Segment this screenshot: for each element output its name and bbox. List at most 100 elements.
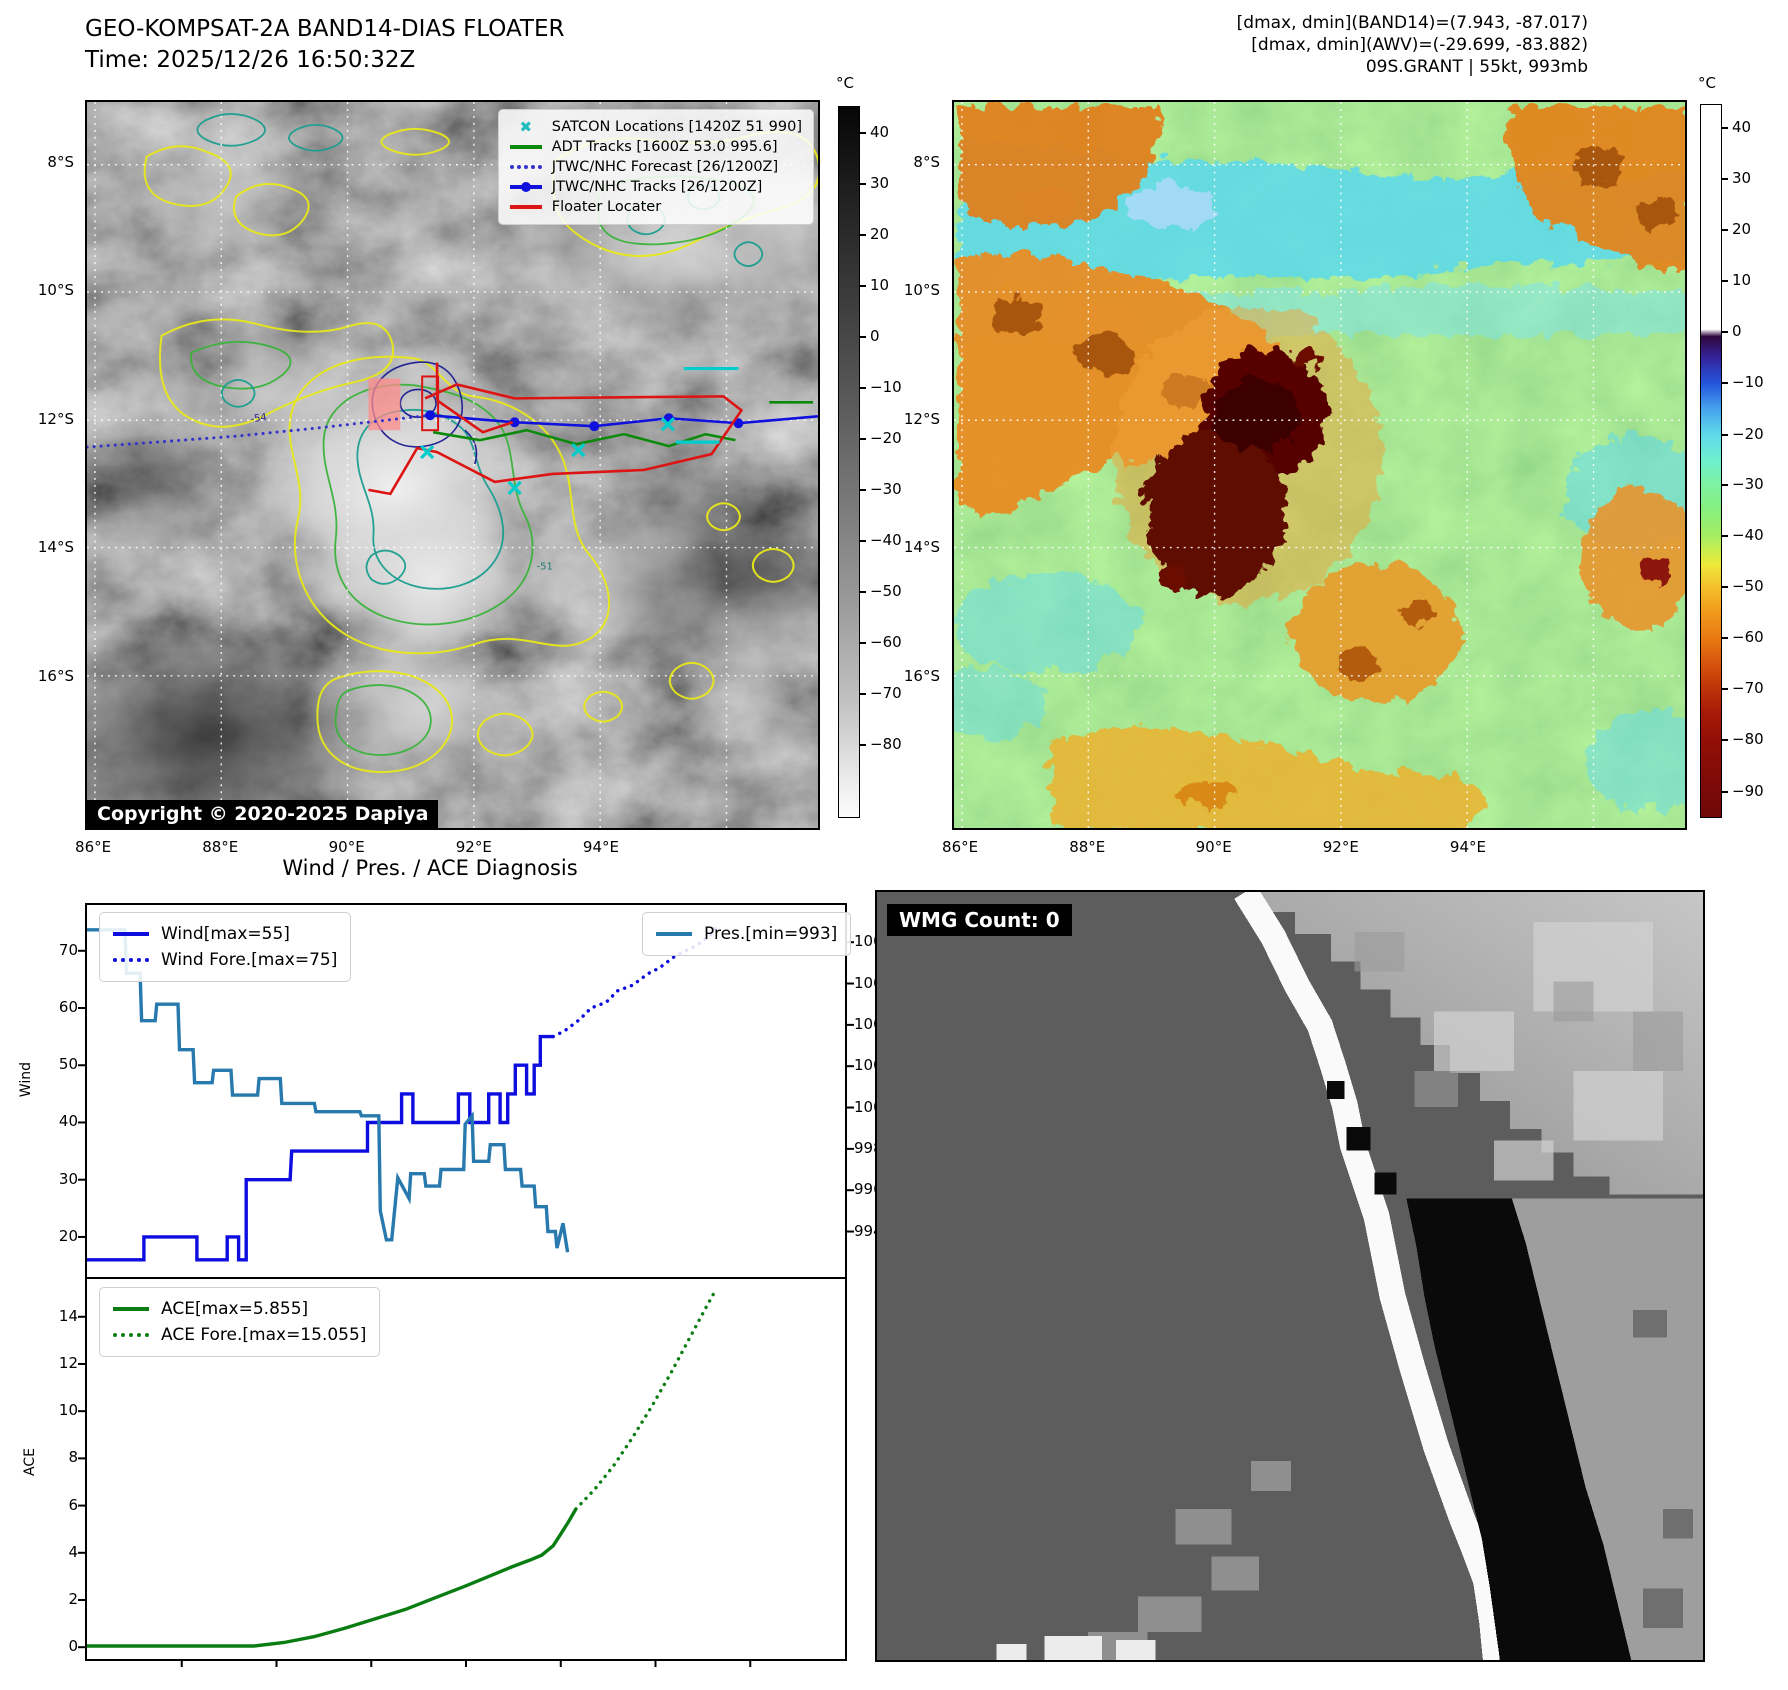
ace-tick-label: 14: [58, 1306, 78, 1325]
satcon-x-icon: ✖: [510, 117, 542, 136]
lon-tick-label: 92°E: [455, 838, 492, 856]
colorbar-tick-mark: [1722, 331, 1728, 334]
solid-line-swatch: [509, 145, 542, 149]
satcon-markers: [420, 366, 739, 495]
series-line: [574, 1290, 717, 1511]
colorbar-tick-label: −10: [1732, 373, 1764, 392]
awv-storm-core: [1108, 300, 1377, 600]
legend-label: Floater Locater: [551, 199, 662, 215]
series-line: [87, 928, 570, 1253]
lon-tick-label: 90°E: [328, 838, 365, 856]
lon-tick-label: 86°E: [75, 838, 112, 856]
lon-tick-label: 92°E: [1322, 838, 1359, 856]
solid-line-swatch: [509, 205, 542, 209]
ace-tick-label: 4: [68, 1542, 78, 1561]
wmg-image: [877, 892, 1703, 1660]
lat-tick-label: 8°S: [47, 152, 74, 171]
line-dot-marker: [520, 182, 531, 192]
figure-title: GEO-KOMPSAT-2A BAND14-DIAS FLOATER: [85, 16, 565, 42]
lon-tick-label: 94°E: [1449, 838, 1486, 856]
wmg-count-badge: WMG Count: 0: [887, 904, 1072, 936]
wmg-white-blocks: [996, 1636, 1156, 1660]
colorbar-tick-mark: [1722, 484, 1728, 487]
lat-tick-label: 14°S: [903, 538, 940, 557]
contour-label: -51: [537, 561, 553, 572]
ace-tick-label: 8: [68, 1448, 78, 1467]
series-line: [551, 920, 720, 1039]
colorbar-tick-label: −50: [870, 581, 902, 600]
wind-tick-label: 50: [58, 1055, 78, 1074]
band14-colorbar-unit: °C: [836, 74, 854, 92]
colorbar-tick-mark: [860, 693, 866, 696]
wind-tick-label: 20: [58, 1226, 78, 1245]
colorbar-tick-mark: [1722, 177, 1728, 180]
lat-tick-label: 16°S: [37, 666, 74, 685]
wmg-panel: WMG Count: 0: [875, 890, 1705, 1662]
lat-tick-label: 14°S: [37, 538, 74, 557]
band14-legend: ✖ SATCON Locations [1420Z 51 990] ADT Trac…: [497, 109, 814, 225]
colorbar-tick-label: −80: [870, 734, 902, 753]
lat-tick-label: 12°S: [903, 409, 940, 428]
colorbar-tick-mark: [860, 540, 866, 543]
lat-tick-label: 8°S: [913, 152, 940, 171]
colorbar-tick-label: 0: [1732, 322, 1742, 341]
lon-tick-label: 86°E: [942, 838, 979, 856]
lon-tick-label: 90°E: [1195, 838, 1232, 856]
band14-colorbar-ticks: 40 30 20 10 0 −10 −20 −30 −40 −50 −60 −70 −80: [860, 106, 920, 818]
series-line: [87, 1034, 554, 1262]
colorbar-tick-mark: [860, 336, 866, 339]
wind-tick-label: 70: [58, 940, 78, 959]
colorbar-tick-label: −70: [870, 684, 902, 703]
band14-satellite-panel: -54 -51 ✖ SATCON Locations [1420Z 51 990]…: [85, 100, 820, 830]
colorbar-tick-mark: [1722, 127, 1728, 130]
lon-tick-label: 88°E: [202, 838, 239, 856]
wind-tick-label: 40: [58, 1112, 78, 1131]
ace-y-axis: 0 2 4 6 8 10 12 14: [36, 1279, 78, 1659]
wind-y-axis: 20 30 40 50 60 70: [36, 905, 78, 1277]
lat-tick-label: 12°S: [37, 409, 74, 428]
wmg-black-region: [1406, 1198, 1632, 1660]
legend-label: ACE[max=5.855]: [161, 1299, 309, 1319]
legend-item: JTWC/NHC Forecast [26/1200Z]: [509, 157, 802, 177]
legend-line-swatch: [509, 165, 542, 169]
legend-item: Floater Locater: [509, 197, 802, 217]
legend-label: ADT Tracks [1600Z 53.0 995.6]: [551, 139, 778, 155]
series-line: [87, 1508, 578, 1648]
metrics-band14: [dmax, dmin](BAND14)=(7.943, -87.017): [1236, 13, 1588, 33]
diagnosis-title: Wind / Pres. / ACE Diagnosis: [282, 856, 578, 880]
colorbar-tick-mark: [860, 743, 866, 746]
dotted-line-swatch: [509, 165, 542, 169]
wind-axis-label: Wind: [18, 1062, 34, 1098]
ace-forecast-swatch: [113, 1333, 149, 1337]
wmg-mosaic-mid: [1354, 931, 1683, 1107]
colorbar-tick-mark: [860, 285, 866, 288]
legend-line-swatch: [509, 205, 542, 209]
colorbar-tick-label: −50: [1732, 577, 1764, 596]
wind-line-swatch: [113, 932, 149, 936]
jtwc-track: [425, 410, 818, 432]
ace-line-swatch: [113, 1307, 149, 1311]
colorbar-tick-mark: [860, 233, 866, 236]
colorbar-tick-label: −90: [1732, 781, 1764, 800]
colorbar-tick-label: 10: [870, 276, 890, 295]
colorbar-tick-mark: [1722, 229, 1728, 232]
awv-satellite-image: [954, 102, 1685, 828]
legend-item: JTWC/NHC Tracks [26/1200Z]: [509, 177, 802, 197]
ace-legend: ACE[max=5.855] ACE Fore.[max=15.055]: [99, 1287, 381, 1357]
colorbar-tick-label: 30: [870, 174, 890, 193]
legend-label: ACE Fore.[max=15.055]: [161, 1325, 367, 1345]
legend-item: Pres.[min=993]: [656, 921, 837, 947]
colorbar-tick-mark: [1722, 433, 1728, 436]
colorbar-tick-mark: [860, 183, 866, 186]
legend-label: Wind Fore.[max=75]: [161, 950, 338, 970]
band14-cloud-masses: [87, 146, 818, 828]
lon-tick-label: 94°E: [582, 838, 619, 856]
legend-label: SATCON Locations [1420Z 51 990]: [551, 119, 802, 135]
colorbar-tick-mark: [860, 438, 866, 441]
figure-title-block: GEO-KOMPSAT-2A BAND14-DIAS FLOATER Time:…: [85, 14, 565, 76]
floater-red-box: [421, 375, 440, 432]
colorbar-tick-mark: [860, 386, 866, 389]
band14-lon-axis: 86°E 88°E 90°E 92°E 94°E: [75, 838, 820, 860]
legend-line-swatch: [509, 182, 542, 192]
x-marker-icon: ✖: [519, 117, 533, 136]
